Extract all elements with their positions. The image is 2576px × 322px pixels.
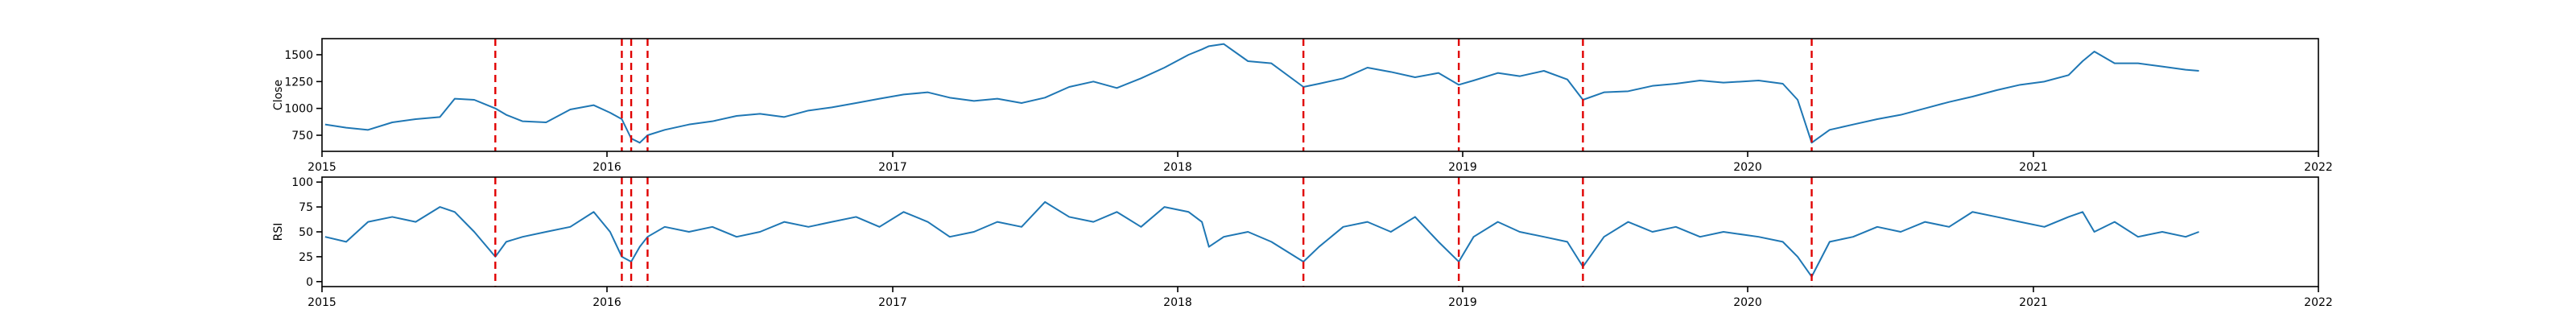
x-tick-label: 2016: [592, 296, 621, 309]
y-tick-label: 1000: [284, 103, 313, 116]
x-tick-label: 2018: [1163, 161, 1192, 174]
x-tick-label: 2015: [308, 296, 336, 309]
x-tick-label: 2021: [2019, 161, 2048, 174]
x-tick-label: 2020: [1733, 296, 1762, 309]
y-tick-label: 50: [299, 226, 313, 239]
close-price-panel: 750 1000 1250 1500 2015 2016 2017 2018 2019 2020 2…: [272, 38, 2333, 174]
y-axis-label: Close: [272, 80, 285, 110]
series-line-0: [324, 200, 2199, 278]
x-tick-label: 2017: [878, 296, 907, 309]
x-tick-label: 2018: [1163, 296, 1192, 309]
axes-frame: [321, 38, 2319, 152]
y-tick-label: 25: [299, 251, 313, 264]
series-line-0: [324, 43, 2199, 144]
x-tick-label: 2019: [1448, 296, 1477, 309]
y-tick-label: 75: [299, 201, 313, 214]
x-tick-label: 2016: [592, 161, 621, 174]
x-tick-label: 2022: [2304, 296, 2333, 309]
x-tick-label: 2019: [1448, 161, 1477, 174]
x-tick-label: 2020: [1733, 161, 1762, 174]
x-tick-label: 2021: [2019, 296, 2048, 309]
rsi-panel: 0 25 50 75 100 2015 2016 2017 2018 2019 2020 2021 20…: [272, 176, 2333, 309]
x-tick-label: 2017: [878, 161, 907, 174]
y-axis-label: RSI: [272, 223, 285, 242]
y-tick-label: 1500: [284, 49, 313, 62]
x-tick-label: 2022: [2304, 161, 2333, 174]
y-tick-label: 750: [291, 130, 313, 142]
y-tick-label: 1250: [284, 76, 313, 89]
y-tick-label: 0: [306, 276, 313, 289]
x-tick-label: 2015: [308, 161, 336, 174]
y-tick-label: 100: [291, 176, 313, 189]
